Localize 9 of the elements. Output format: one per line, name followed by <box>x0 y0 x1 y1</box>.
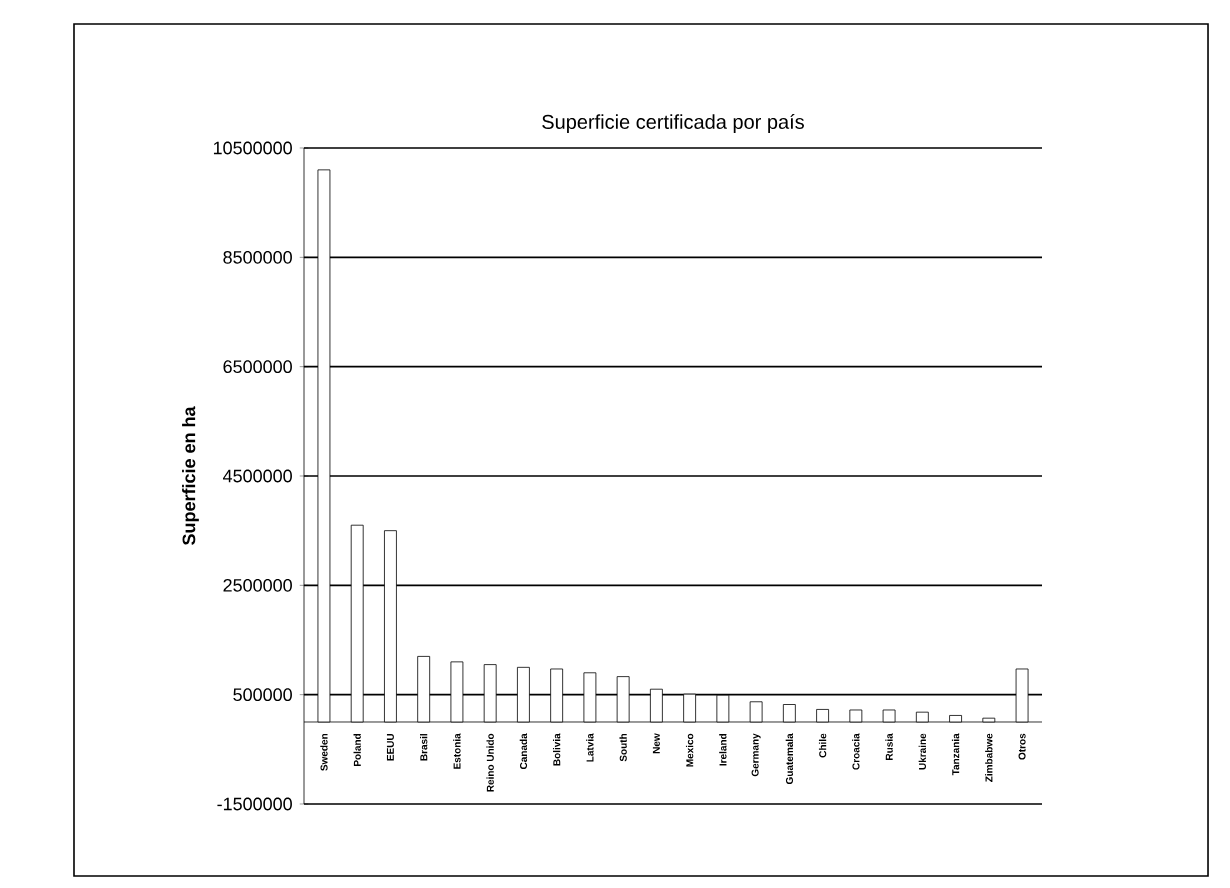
y-tick-label: 4500000 <box>223 469 292 483</box>
y-tick-label: -1500000 <box>217 797 292 811</box>
y-tick-label: 2500000 <box>223 578 292 592</box>
y-tick-label: 500000 <box>233 688 292 702</box>
y-axis-title: Superficie en ha <box>182 406 199 545</box>
y-tick-label: 8500000 <box>223 250 292 264</box>
chart-title: Superficie certificada por país <box>542 114 804 133</box>
y-tick-label: 10500000 <box>213 141 292 155</box>
y-tick-label: 6500000 <box>223 360 292 374</box>
